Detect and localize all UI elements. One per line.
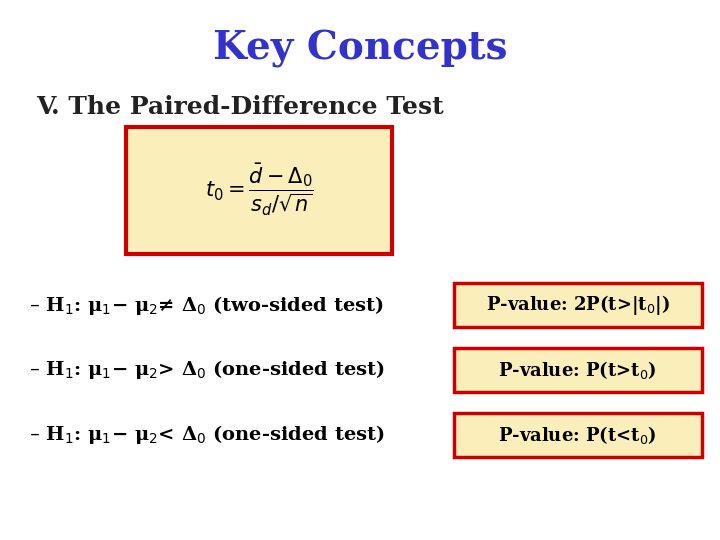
Text: – H$_1$: μ$_1$− μ$_2$≠ Δ$_0$ (two-sided test): – H$_1$: μ$_1$− μ$_2$≠ Δ$_0$ (two-sided … [29,294,384,316]
Text: P-value: P(t>t$_0$): P-value: P(t>t$_0$) [498,359,657,381]
FancyBboxPatch shape [126,127,392,254]
Text: Key Concepts: Key Concepts [212,30,508,68]
FancyBboxPatch shape [454,348,702,392]
FancyBboxPatch shape [454,283,702,327]
Text: V. The Paired-Difference Test: V. The Paired-Difference Test [36,94,444,118]
Text: P-value: 2P(t>|t$_0$|): P-value: 2P(t>|t$_0$|) [486,293,670,317]
Text: $t_0 = \dfrac{\bar{d} - \Delta_0}{s_d/\sqrt{n}}$: $t_0 = \dfrac{\bar{d} - \Delta_0}{s_d/\s… [204,162,314,219]
Text: – H$_1$: μ$_1$− μ$_2$> Δ$_0$ (one-sided test): – H$_1$: μ$_1$− μ$_2$> Δ$_0$ (one-sided … [29,359,384,381]
Text: P-value: P(t<t$_0$): P-value: P(t<t$_0$) [498,424,657,446]
FancyBboxPatch shape [454,413,702,457]
Text: – H$_1$: μ$_1$− μ$_2$< Δ$_0$ (one-sided test): – H$_1$: μ$_1$− μ$_2$< Δ$_0$ (one-sided … [29,423,384,446]
